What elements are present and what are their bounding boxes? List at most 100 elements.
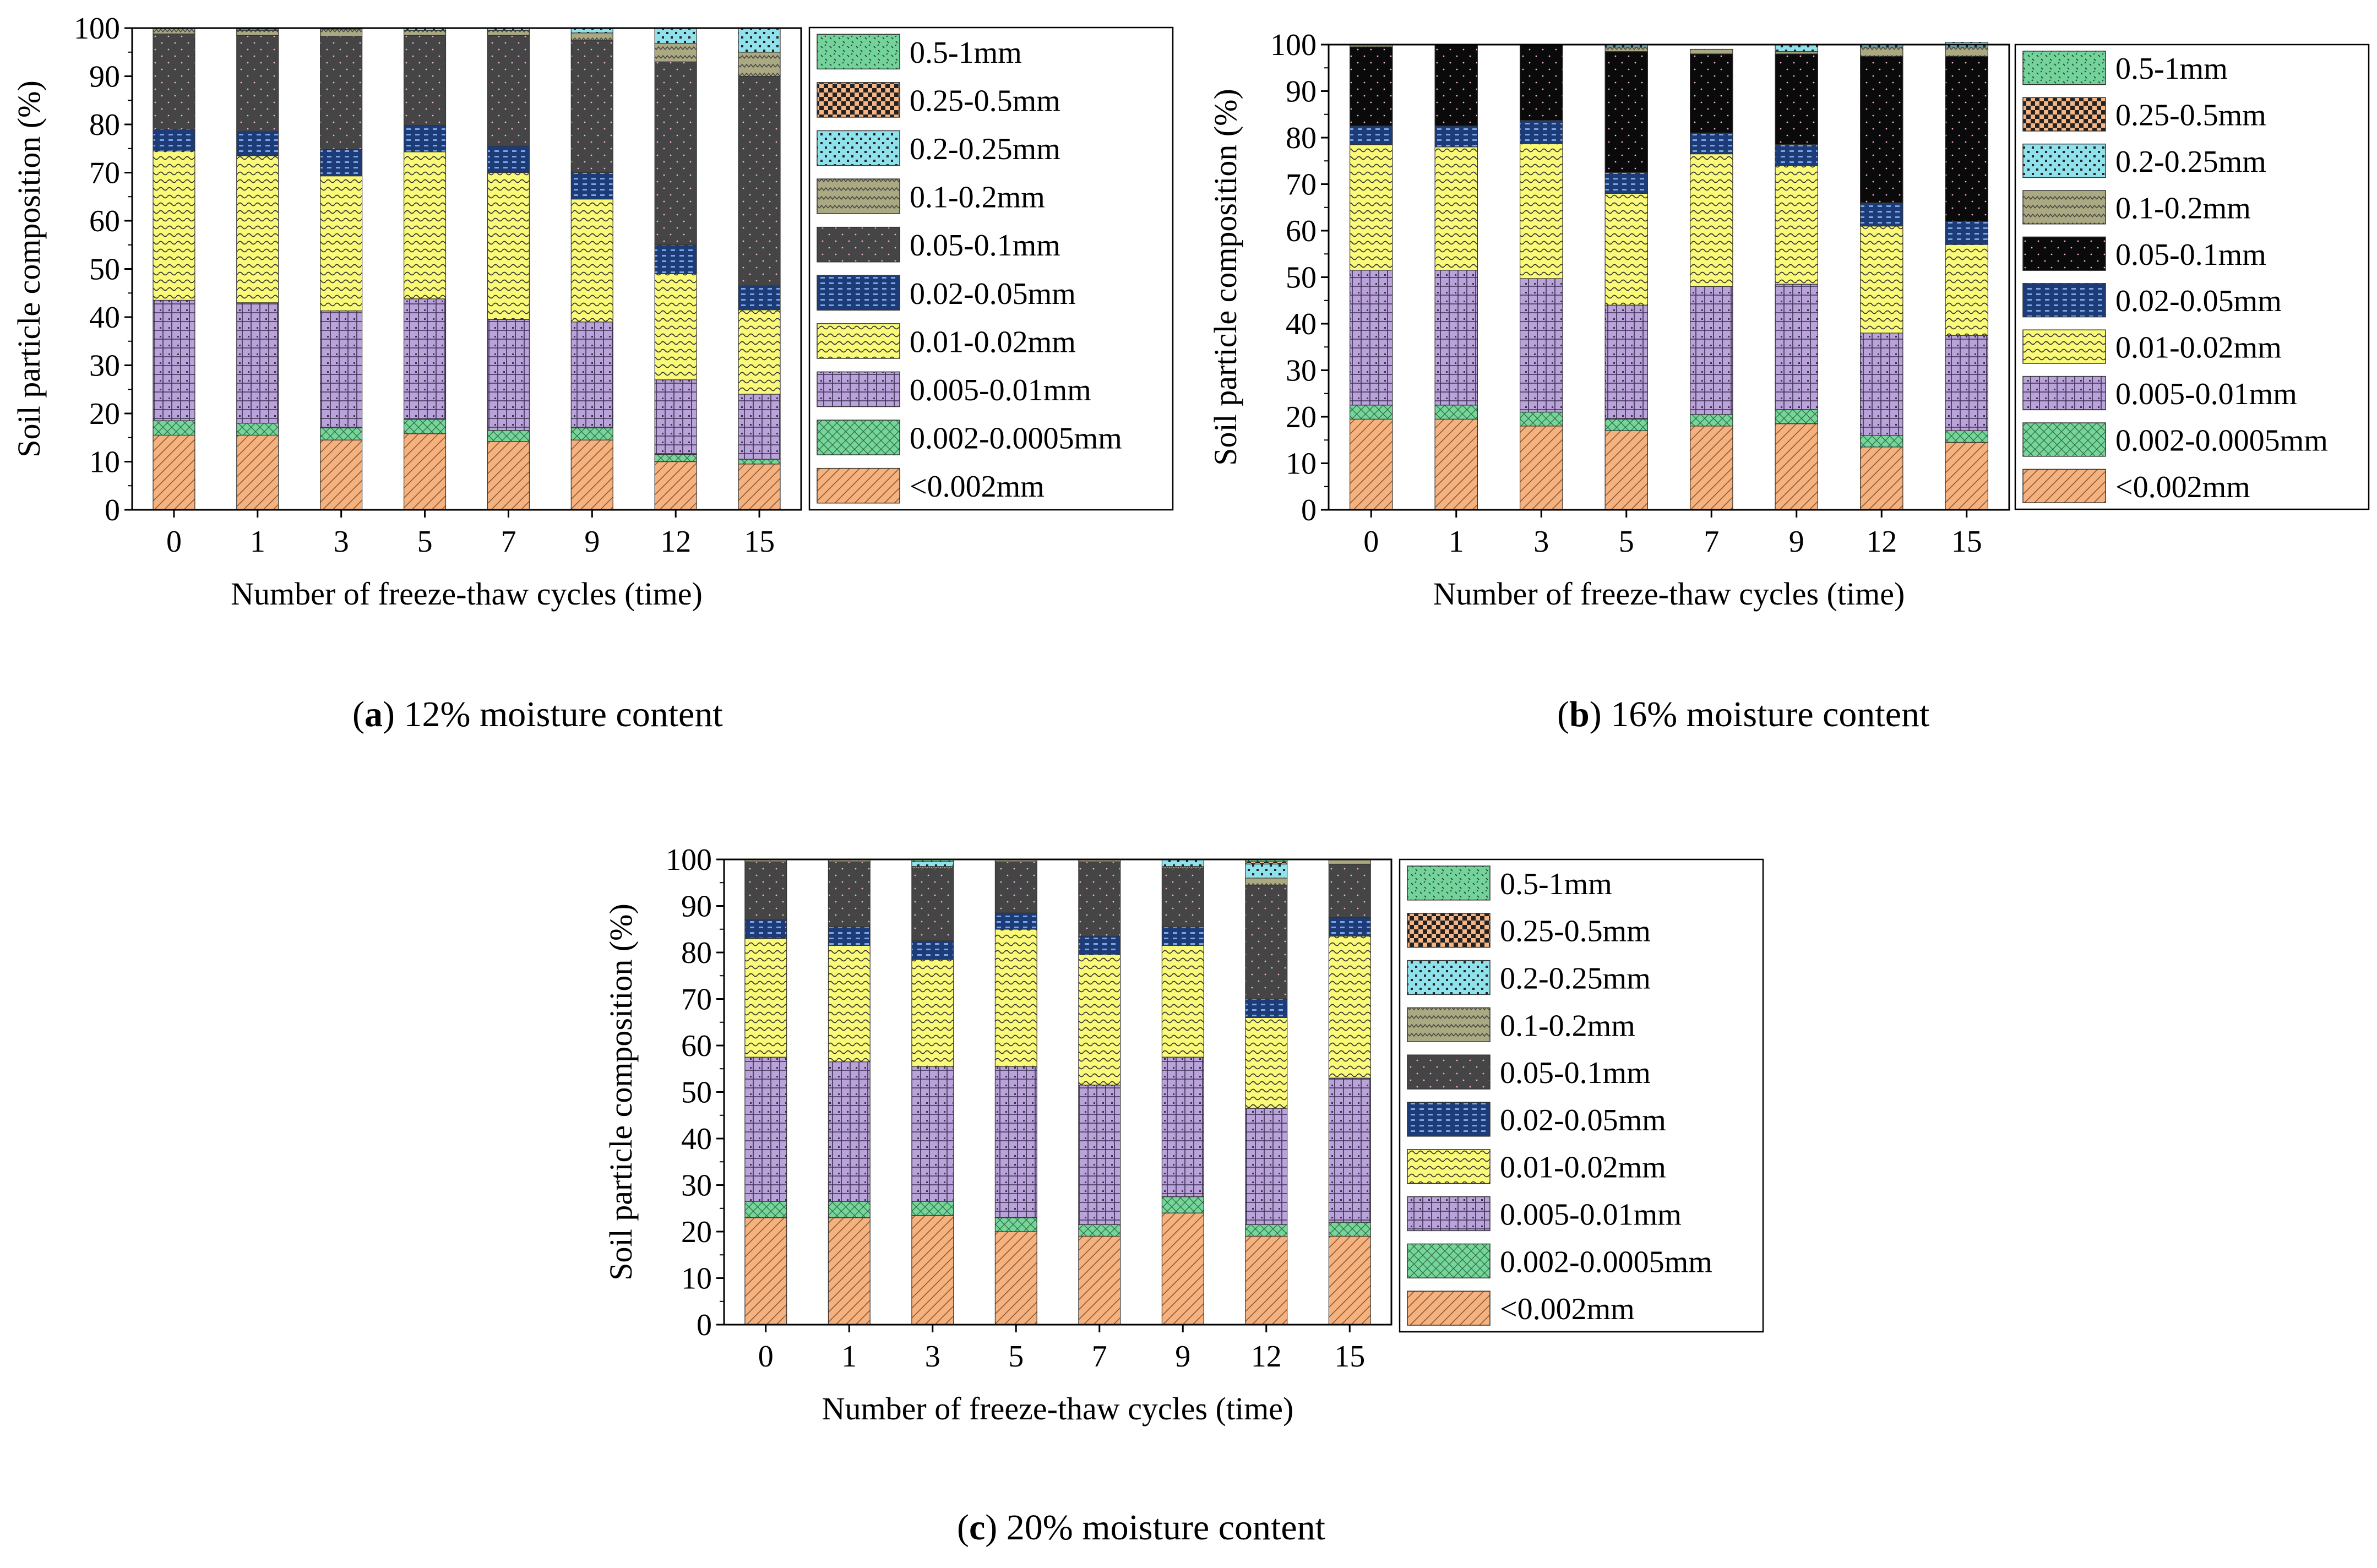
bar-segment-a-4-0 [487, 441, 530, 510]
x-tick-label-a-6: 12 [660, 525, 691, 559]
bar-segment-a-6-7 [654, 28, 697, 44]
x-tick-label-b-0: 0 [1363, 525, 1379, 559]
legend-label-c-1: 0.25-0.5mm [1500, 914, 1651, 949]
bar-segment-c-0-1 [744, 1201, 787, 1218]
legend-swatch-b-3 [2022, 190, 2106, 225]
bar-segment-b-5-2 [1775, 284, 1819, 411]
y-tick-label-c-7: 70 [681, 983, 712, 1017]
bar-segment-c-2-7 [911, 861, 954, 867]
bar-segment-c-4-1 [1078, 1224, 1121, 1237]
bar-segment-b-3-6 [1604, 46, 1649, 52]
bar-segment-a-0-4 [153, 129, 195, 151]
bar-segment-c-6-3 [1245, 1017, 1288, 1109]
bar-segment-a-5-3 [570, 199, 613, 323]
bar-segment-a-2-1 [320, 427, 363, 440]
x-tick-label-c-3: 5 [1008, 1340, 1024, 1374]
bar-segment-b-3-0 [1604, 430, 1649, 510]
bar-segment-c-7-1 [1328, 1222, 1371, 1237]
bar-segment-b-7-3 [1945, 244, 1989, 336]
bar-segment-a-0-0 [153, 434, 195, 510]
legend-swatch-a-0 [817, 34, 900, 70]
legend-swatch-b-2 [2022, 143, 2106, 178]
bar-segment-b-5-3 [1775, 165, 1819, 285]
x-tick-label-a-5: 9 [584, 525, 600, 559]
y-tick-label-c-10: 100 [666, 843, 712, 877]
bar-segment-a-0-6 [153, 28, 195, 35]
bar-segment-a-7-7 [738, 28, 781, 53]
plot-frame-c [723, 858, 1393, 1326]
bar-segment-c-5-5 [1161, 868, 1204, 928]
bar-segment-c-5-3 [1161, 945, 1204, 1058]
legend-swatch-c-7 [1407, 1196, 1491, 1232]
bar-segment-c-4-2 [1078, 1085, 1121, 1225]
y-tick-label-a-5: 50 [89, 253, 120, 287]
x-tick-label-c-1: 1 [841, 1340, 857, 1374]
y-tick-label-c-1: 10 [681, 1262, 712, 1296]
bar-segment-b-6-2 [1860, 333, 1903, 436]
y-tick-label-c-4: 40 [681, 1122, 712, 1156]
bar-segment-c-6-4 [1245, 998, 1288, 1018]
legend-label-a-3: 0.1-0.2mm [910, 181, 1045, 215]
legend-swatch-a-9 [817, 467, 900, 504]
bar-segment-a-7-6 [738, 52, 781, 77]
bar-segment-b-3-4 [1604, 172, 1649, 194]
bar-segment-b-4-6 [1690, 48, 1733, 55]
bar-segment-c-6-6 [1245, 878, 1288, 886]
bar-segment-a-6-3 [654, 273, 697, 380]
bar-segment-b-7-1 [1945, 430, 1989, 443]
y-tick-label-a-7: 70 [89, 156, 120, 190]
bar-segment-a-4-6 [487, 30, 530, 36]
legend-swatch-b-9 [2022, 469, 2106, 503]
y-tick-label-a-0: 0 [105, 493, 120, 527]
bar-segment-c-4-0 [1078, 1235, 1121, 1325]
bar-segment-c-0-3 [744, 938, 787, 1058]
legend-swatch-c-8 [1407, 1243, 1491, 1278]
bar-segment-a-3-3 [403, 151, 447, 300]
y-tick-label-c-5: 50 [681, 1076, 712, 1110]
bar-segment-b-4-3 [1690, 154, 1733, 287]
bar-segment-c-0-2 [744, 1057, 787, 1202]
legend-swatch-b-1 [2022, 97, 2106, 132]
bar-segment-c-1-1 [828, 1201, 871, 1218]
y-tick-label-b-7: 70 [1286, 168, 1317, 202]
x-axis-label-c: Number of freeze-thaw cycles (time) [822, 1391, 1294, 1427]
bar-segment-c-0-4 [744, 919, 787, 939]
legend-label-c-0: 0.5-1mm [1500, 867, 1612, 901]
bar-segment-c-2-4 [911, 940, 954, 960]
caption-c: (c) 20% moisture content [957, 1507, 1325, 1548]
bar-segment-b-5-6 [1775, 51, 1819, 55]
bar-segment-b-4-2 [1690, 286, 1733, 415]
bar-segment-c-0-5 [744, 861, 787, 921]
bar-segment-c-4-3 [1078, 954, 1121, 1086]
legend-label-b-4: 0.05-0.1mm [2115, 238, 2266, 272]
bar-segment-c-3-2 [994, 1066, 1037, 1218]
bar-segment-b-0-2 [1350, 270, 1393, 406]
legend-label-c-9: <0.002mm [1500, 1292, 1635, 1326]
y-axis-label-a: Soil particle composition (%) [11, 80, 47, 458]
bar-segment-c-3-4 [994, 912, 1037, 930]
legend-label-a-6: 0.01-0.02mm [910, 325, 1076, 359]
bar-segment-a-6-1 [654, 454, 697, 462]
bar-segment-a-4-3 [487, 172, 530, 320]
y-tick-label-a-9: 90 [89, 60, 120, 94]
bar-segment-b-4-4 [1690, 132, 1733, 155]
legend-label-b-6: 0.01-0.02mm [2115, 331, 2282, 365]
legend-label-c-8: 0.002-0.0005mm [1500, 1245, 1712, 1279]
y-tick-label-a-1: 10 [89, 445, 120, 480]
bar-segment-c-2-1 [911, 1201, 954, 1216]
y-tick-label-a-3: 30 [89, 349, 120, 383]
bar-segment-a-5-5 [570, 40, 613, 173]
plot-frame-a [131, 27, 802, 511]
legend-swatch-b-0 [2022, 51, 2106, 85]
bar-segment-b-5-1 [1775, 409, 1819, 424]
caption-a: (a) 12% moisture content [352, 694, 723, 734]
bar-segment-b-5-0 [1775, 423, 1819, 510]
bar-segment-c-5-1 [1161, 1196, 1204, 1213]
legend-label-b-3: 0.1-0.2mm [2115, 191, 2251, 225]
bar-segment-c-2-5 [911, 868, 954, 941]
y-tick-label-b-10: 100 [1270, 28, 1317, 62]
bar-segment-c-2-6 [911, 866, 954, 869]
x-tick-label-b-1: 1 [1449, 525, 1464, 559]
bar-segment-c-5-0 [1161, 1212, 1204, 1325]
